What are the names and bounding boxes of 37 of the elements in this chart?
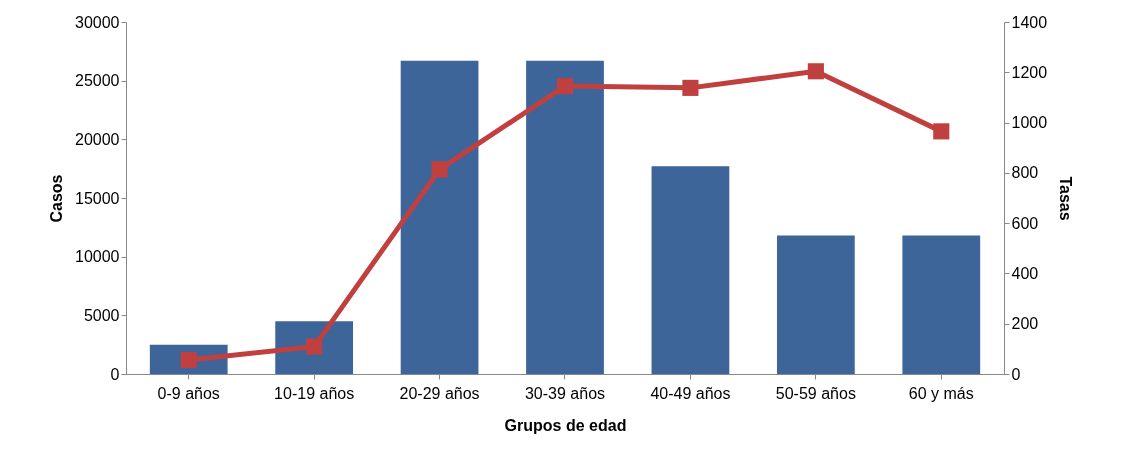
y-tick-label: 0 — [110, 365, 120, 383]
y-tick-label: 20000 — [75, 130, 120, 148]
y2-tick-label: 400 — [1011, 264, 1039, 282]
x-tick-label: 40-49 años — [650, 384, 731, 402]
y2-tick-label: 0 — [1011, 365, 1021, 383]
y-tick-label: 15000 — [75, 189, 120, 207]
y-tick-label: 25000 — [75, 72, 120, 90]
x-tick-label: 30-39 años — [524, 384, 606, 402]
bar — [776, 235, 855, 374]
bar — [902, 235, 981, 374]
y-tick-label: 5000 — [83, 306, 120, 324]
y2-tick-label: 1200 — [1011, 63, 1048, 81]
y2-tick-label: 800 — [1011, 164, 1039, 182]
y2-tick-label: 600 — [1011, 214, 1039, 232]
point — [933, 123, 950, 140]
x-tick-label: 0-9 años — [157, 384, 220, 402]
point — [431, 161, 448, 178]
bar — [651, 166, 730, 374]
point — [306, 338, 323, 355]
bar — [526, 60, 604, 374]
x-tick-label: 60 y más — [908, 384, 974, 402]
y-tick-label: 30000 — [75, 13, 120, 31]
x-tick-label: 50-59 años — [775, 384, 856, 402]
x-tick-label: 10-19 años — [274, 384, 355, 402]
y2-tick-label: 1000 — [1011, 114, 1048, 132]
y2-tick-label: 1400 — [1011, 13, 1048, 31]
y2-axis-title: Tasas — [1057, 176, 1075, 221]
point — [807, 63, 824, 80]
y2-tick-label: 200 — [1011, 315, 1039, 333]
x-tick-label: 20-29 años — [399, 384, 480, 402]
x-axis-title: Grupos de edad — [504, 416, 627, 434]
point — [556, 78, 574, 95]
point — [180, 351, 197, 368]
y-tick-label: 10000 — [75, 248, 120, 266]
point — [682, 79, 699, 96]
bar — [400, 60, 479, 374]
y-axis-title: Casos — [48, 174, 66, 223]
